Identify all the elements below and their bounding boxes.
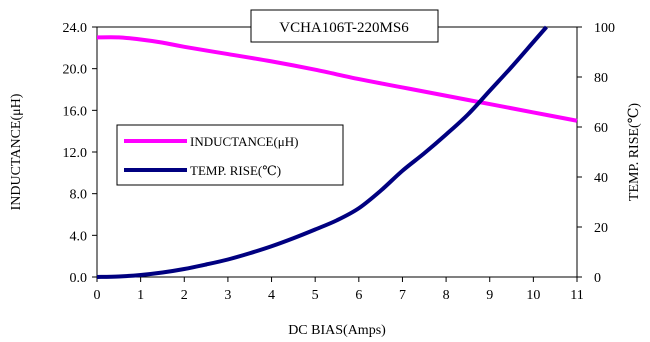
legend: INDUCTANCE(μH) TEMP. RISE(℃) [116, 124, 344, 186]
x-tick-label: 1 [137, 288, 144, 303]
temp-rise-series-line [96, 25, 548, 279]
x-tick-label: 3 [224, 288, 231, 303]
x-tick-label: 11 [570, 288, 583, 303]
chart-title: VCHA106T-220MS6 [279, 20, 409, 36]
x-tick-label: 2 [181, 288, 188, 303]
left-y-tick-label: 8.0 [70, 188, 88, 203]
legend-label-temp-rise: TEMP. RISE(℃) [190, 163, 281, 178]
x-tick-label: 5 [312, 288, 319, 303]
x-tick-label: 0 [94, 288, 101, 303]
left-y-tick-label: 0.0 [70, 271, 88, 286]
right-y-tick-label: 20 [594, 221, 608, 236]
title-frame [250, 9, 439, 43]
left-y-tick-label: 24.0 [63, 21, 88, 36]
x-tick-label: 6 [355, 288, 362, 303]
right-y-tick-label: 80 [594, 71, 608, 86]
left-y-tick-label: 20.0 [63, 63, 88, 78]
series-layer [96, 25, 578, 279]
x-axis-ticks: 0 1 2 3 4 5 6 7 8 9 10 11 [94, 277, 584, 303]
chart-title-box: VCHA106T-220MS6 [250, 9, 439, 43]
x-tick-label: 8 [443, 288, 450, 303]
legend-label-inductance: INDUCTANCE(μH) [190, 134, 298, 149]
x-tick-label: 10 [526, 288, 540, 303]
x-axis-label: DC BIAS(Amps) [288, 323, 386, 338]
right-y-tick-label: 100 [594, 21, 615, 36]
right-y-axis-ticks: 0 20 40 60 80 100 [577, 21, 615, 286]
x-tick-label: 4 [268, 288, 275, 303]
x-tick-label: 9 [486, 288, 493, 303]
inductance-series-line [96, 35, 578, 123]
left-y-tick-label: 4.0 [70, 229, 88, 244]
left-y-tick-label: 12.0 [63, 146, 88, 161]
left-y-axis-ticks: 0.0 4.0 8.0 12.0 16.0 20.0 24.0 [63, 21, 97, 286]
x-tick-label: 7 [399, 288, 406, 303]
legend-frame [116, 124, 344, 186]
left-y-tick-label: 16.0 [63, 104, 88, 119]
left-y-axis-label: INDUCTANCE(μH) [9, 93, 24, 210]
right-y-axis-label: TEMP. RISE(℃) [627, 103, 642, 201]
right-y-tick-label: 40 [594, 171, 608, 186]
right-y-tick-label: 60 [594, 121, 608, 136]
right-y-tick-label: 0 [594, 271, 601, 286]
